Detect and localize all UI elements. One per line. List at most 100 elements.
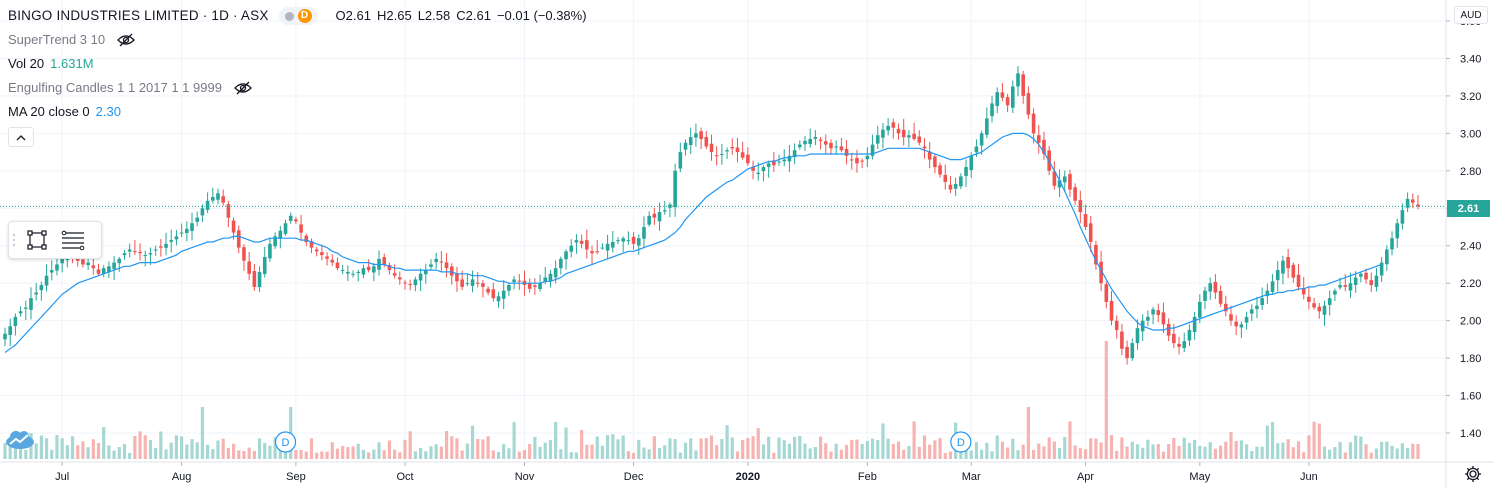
candle-body [1135, 328, 1140, 344]
candle-body [574, 240, 579, 243]
candle-body [1249, 309, 1254, 314]
candle-body [449, 266, 454, 276]
candle-body [1400, 210, 1405, 224]
collapse-legend-button[interactable] [8, 127, 34, 147]
candle-body [1042, 139, 1046, 154]
volume-bar [1068, 421, 1072, 459]
gear-icon[interactable] [1464, 465, 1482, 483]
high-value: H2.65 [376, 8, 412, 23]
volume-bar [912, 421, 916, 459]
candle-body [559, 258, 563, 269]
candle-body [860, 160, 864, 162]
candle-body [714, 155, 719, 157]
candle-body [631, 236, 636, 244]
market-status-pill[interactable]: D [278, 7, 318, 25]
volume-bar [787, 443, 792, 459]
candle-body [543, 277, 548, 283]
volume-bar [408, 431, 412, 459]
floating-drawing-toolbar[interactable] [8, 221, 102, 259]
candle-body [1156, 310, 1161, 316]
candle-body [1057, 180, 1062, 188]
volume-bar [1198, 445, 1202, 459]
candle-body [382, 257, 387, 265]
candle-body [600, 247, 605, 249]
volume-bar [247, 447, 251, 459]
volume-bar [226, 447, 230, 459]
volume-bar [611, 434, 615, 459]
symbol-title[interactable]: BINGO INDUSTRIES LIMITED · 1D · ASX [8, 8, 269, 23]
indicator-value: 1.631M [50, 56, 94, 71]
volume-bar [55, 435, 59, 459]
volume-bar [367, 452, 371, 459]
candle-body [595, 251, 600, 253]
volume-bar [491, 450, 495, 459]
volume-bar [1063, 437, 1067, 459]
volume-bar [652, 436, 656, 459]
indicator-volume[interactable]: Vol 20 1.631M [8, 52, 587, 76]
volume-bar [60, 438, 64, 459]
price-tick-label: 3.00 [1460, 128, 1481, 140]
candle-body [803, 140, 807, 145]
volume-bar [1094, 438, 1098, 459]
close-value: C2.61 [456, 8, 491, 23]
candle-body [746, 154, 750, 164]
volume-bar [1073, 445, 1077, 459]
change-value: −0.01 (−0.38%) [496, 8, 587, 23]
candle-body [1099, 261, 1103, 284]
candle-body [1182, 341, 1187, 349]
volume-bar [1208, 442, 1212, 459]
candle-body [1094, 244, 1098, 265]
volume-bar [195, 442, 199, 459]
volume-bar [512, 422, 516, 459]
candle-body [1130, 343, 1135, 359]
tradingview-logo-icon[interactable] [4, 428, 36, 450]
candle-body [1031, 113, 1036, 134]
candle-body [236, 230, 241, 248]
volume-bar [1052, 441, 1056, 459]
candle-body [351, 273, 355, 275]
volume-bar [1343, 452, 1347, 459]
volume-bar [180, 436, 184, 459]
indicator-supertrend[interactable]: SuperTrend 3 10 [8, 28, 587, 52]
volume-bar [616, 439, 620, 459]
volume-bar [990, 451, 994, 459]
candle-body [1203, 290, 1207, 301]
candle-body [979, 133, 984, 146]
candle-body [1198, 301, 1202, 318]
price-tick-label: 2.20 [1460, 278, 1481, 290]
volume-bar [844, 444, 849, 459]
eye-crossed-icon[interactable] [234, 81, 252, 95]
volume-bar [974, 442, 979, 459]
indicator-ma[interactable]: MA 20 close 0 2.30 [8, 100, 587, 124]
currency-label[interactable]: AUD [1454, 6, 1488, 24]
volume-bar [252, 450, 256, 459]
candle-body [948, 184, 953, 190]
candle-body [1151, 309, 1155, 315]
rectangle-tool-button[interactable] [19, 223, 55, 257]
candle-body [138, 251, 142, 254]
candle-body [527, 283, 532, 289]
symbol-header: BINGO INDUSTRIES LIMITED · 1D · ASX D O2… [8, 4, 587, 28]
volume-bar [600, 445, 605, 459]
volume-bar [855, 439, 859, 459]
volume-bar [948, 451, 953, 459]
volume-bar [1286, 439, 1290, 459]
candle-body [1187, 330, 1192, 341]
candle-body [372, 266, 376, 273]
eye-crossed-icon[interactable] [117, 33, 136, 47]
candle-body [96, 269, 101, 274]
candle-body [1374, 275, 1379, 287]
candle-body [1073, 187, 1077, 201]
candle-body [1348, 283, 1353, 291]
candle-body [886, 125, 890, 131]
fib-lines-tool-button[interactable] [55, 223, 91, 257]
time-tick-label: May [1189, 471, 1210, 483]
volume-bar [881, 423, 885, 459]
drag-handle-icon[interactable] [9, 222, 19, 258]
indicator-engulfing[interactable]: Engulfing Candles 1 1 2017 1 1 9999 [8, 76, 587, 100]
volume-bar [1141, 447, 1145, 459]
volume-bar [533, 436, 537, 459]
volume-bar [242, 450, 246, 459]
volume-bar [1104, 341, 1108, 459]
volume-bar [637, 439, 641, 459]
